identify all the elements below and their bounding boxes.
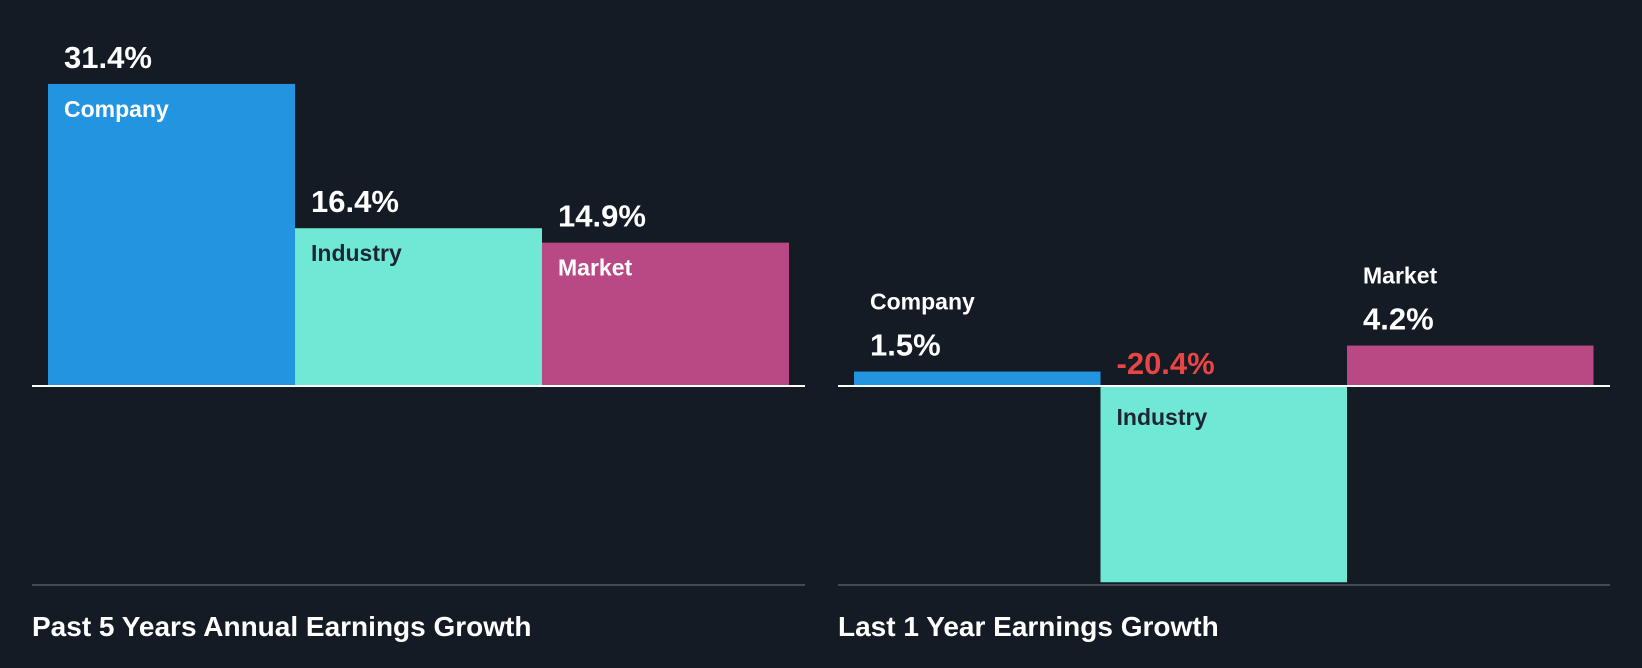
bar-industry [1100, 386, 1347, 583]
data-label: 16.4% [311, 184, 399, 219]
data-label: -20.4% [1117, 346, 1215, 381]
data-label: 31.4% [64, 40, 152, 75]
category-label: Company [64, 96, 169, 122]
bar-company [48, 83, 295, 386]
chart-title: Last 1 Year Earnings Growth [838, 611, 1219, 642]
chart-title: Past 5 Years Annual Earnings Growth [32, 611, 532, 642]
category-label: Market [1363, 263, 1437, 289]
bar-industry [295, 228, 542, 386]
data-label: 1.5% [870, 328, 941, 363]
data-label: 4.2% [1363, 302, 1434, 337]
bar-company [854, 371, 1101, 386]
category-label: Market [558, 255, 632, 281]
bar-market [542, 242, 789, 386]
category-label: Industry [311, 240, 402, 266]
bar-market [1347, 345, 1594, 386]
category-label: Industry [1117, 404, 1208, 430]
data-label: 14.9% [558, 199, 646, 234]
category-label: Company [870, 289, 975, 315]
